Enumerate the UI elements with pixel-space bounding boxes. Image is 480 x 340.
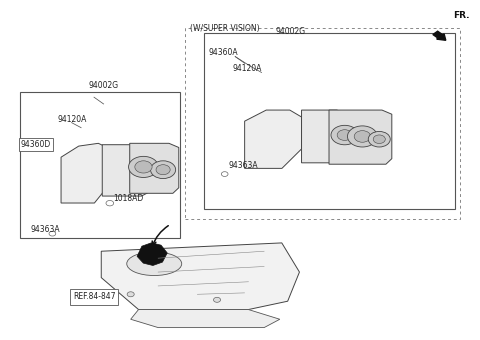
Polygon shape xyxy=(101,243,300,309)
Text: 94002G: 94002G xyxy=(275,27,305,36)
Bar xyxy=(20,92,180,238)
Circle shape xyxy=(368,132,390,147)
Polygon shape xyxy=(245,110,301,168)
Circle shape xyxy=(373,135,385,143)
Circle shape xyxy=(127,292,134,297)
Text: 94363A: 94363A xyxy=(228,161,258,170)
Circle shape xyxy=(151,161,176,178)
Bar xyxy=(204,33,456,209)
Circle shape xyxy=(156,165,170,175)
Circle shape xyxy=(129,156,158,177)
Text: 94002G: 94002G xyxy=(88,81,119,90)
Polygon shape xyxy=(130,143,179,193)
Ellipse shape xyxy=(127,252,182,275)
Circle shape xyxy=(354,131,371,142)
Circle shape xyxy=(214,297,220,302)
Text: 94360D: 94360D xyxy=(21,140,51,149)
Circle shape xyxy=(49,231,56,236)
Circle shape xyxy=(106,201,114,206)
Text: 94120A: 94120A xyxy=(57,115,86,124)
Text: REF.84-847: REF.84-847 xyxy=(73,292,115,302)
Polygon shape xyxy=(102,145,149,196)
Circle shape xyxy=(221,172,228,176)
Polygon shape xyxy=(61,143,110,203)
Text: FR.: FR. xyxy=(453,12,469,20)
FancyArrow shape xyxy=(433,31,446,40)
Polygon shape xyxy=(137,243,167,266)
Text: (W/SUPER VISION): (W/SUPER VISION) xyxy=(190,24,259,33)
Polygon shape xyxy=(131,309,280,327)
Circle shape xyxy=(135,161,152,173)
Circle shape xyxy=(331,125,359,145)
Circle shape xyxy=(348,126,377,147)
Text: 1018AD: 1018AD xyxy=(113,194,144,203)
Polygon shape xyxy=(301,110,348,163)
Text: 94120A: 94120A xyxy=(233,65,262,73)
Text: 94360A: 94360A xyxy=(209,48,239,56)
Circle shape xyxy=(337,130,352,140)
Text: 94363A: 94363A xyxy=(30,225,60,234)
Polygon shape xyxy=(329,110,392,164)
